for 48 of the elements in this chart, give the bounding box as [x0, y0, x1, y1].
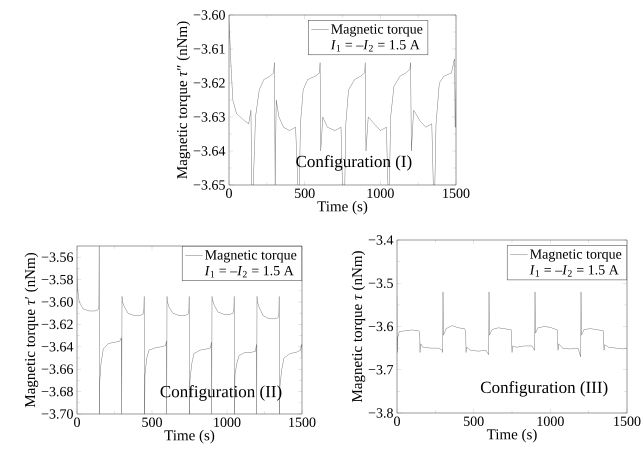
y-axis-title: Magnetic torque τ″ (nNm): [176, 22, 190, 179]
y-axis-title: Magnetic torque τ (nNm): [352, 251, 366, 402]
y-tick-label: −3.8: [368, 408, 393, 418]
y-tick-label: −3.70: [42, 409, 73, 419]
x-tick-label: 1000: [214, 418, 240, 427]
y-tick-label: −3.60: [42, 297, 73, 307]
y-axis-title: Magnetic torque τ′ (nNm): [24, 253, 38, 408]
y-tick-label: −3.7: [368, 365, 394, 374]
annotation: I$_{1}$ = –I$_{2}$ = 1.5 A: [530, 265, 619, 277]
y-tick-label: −3.5: [368, 278, 393, 288]
x-tick-label: 1500: [614, 416, 640, 426]
x-tick-label: 0: [394, 416, 400, 426]
y-tick-label: −3.64: [194, 146, 226, 156]
x-tick-label: 1500: [443, 188, 470, 198]
x-axis-title: Time (s): [164, 430, 214, 444]
line-series: [77, 246, 302, 414]
legend-label: Magnetic torque: [331, 24, 422, 37]
x-axis-title: Time (s): [317, 200, 368, 214]
legend-label: Magnetic torque: [530, 249, 622, 262]
y-tick-label: −3.6: [368, 322, 394, 332]
y-tick-label: −3.62: [194, 78, 225, 88]
y-tick-label: −3.62: [42, 320, 73, 330]
y-tick-label: −3.4: [368, 235, 394, 245]
line-series: [229, 14, 456, 185]
annotation: I$_{1}$ = –I$_{2}$ = 1.5 A: [204, 266, 294, 278]
y-tick-label: −3.60: [194, 10, 225, 20]
x-tick-label: 500: [294, 188, 315, 198]
y-tick-label: −3.58: [42, 274, 73, 284]
x-tick-label: 0: [74, 418, 80, 427]
annotation: I$_{1}$ = –I$_{2}$ = 1.5 A: [330, 40, 420, 52]
x-tick-label: 1000: [538, 416, 564, 426]
y-tick-label: −3.64: [42, 342, 74, 352]
y-tick-label: −3.61: [194, 44, 225, 54]
legend-label: Magnetic torque: [205, 250, 296, 262]
x-tick-label: 1000: [368, 188, 394, 198]
annotation: Configuration (I): [296, 155, 412, 171]
x-tick-label: 0: [226, 188, 232, 198]
x-axis-title: Time (s): [486, 428, 537, 442]
line-series: [397, 292, 628, 357]
y-tick-label: −3.66: [42, 364, 74, 374]
x-tick-label: 500: [464, 416, 484, 426]
x-tick-label: 1500: [289, 418, 316, 427]
y-tick-label: −3.63: [194, 112, 225, 122]
y-tick-label: −3.65: [194, 180, 225, 190]
x-tick-label: 500: [142, 418, 162, 427]
y-tick-label: −3.56: [42, 252, 74, 262]
y-tick-label: −3.68: [42, 386, 73, 396]
annotation: Configuration (III): [480, 380, 608, 397]
